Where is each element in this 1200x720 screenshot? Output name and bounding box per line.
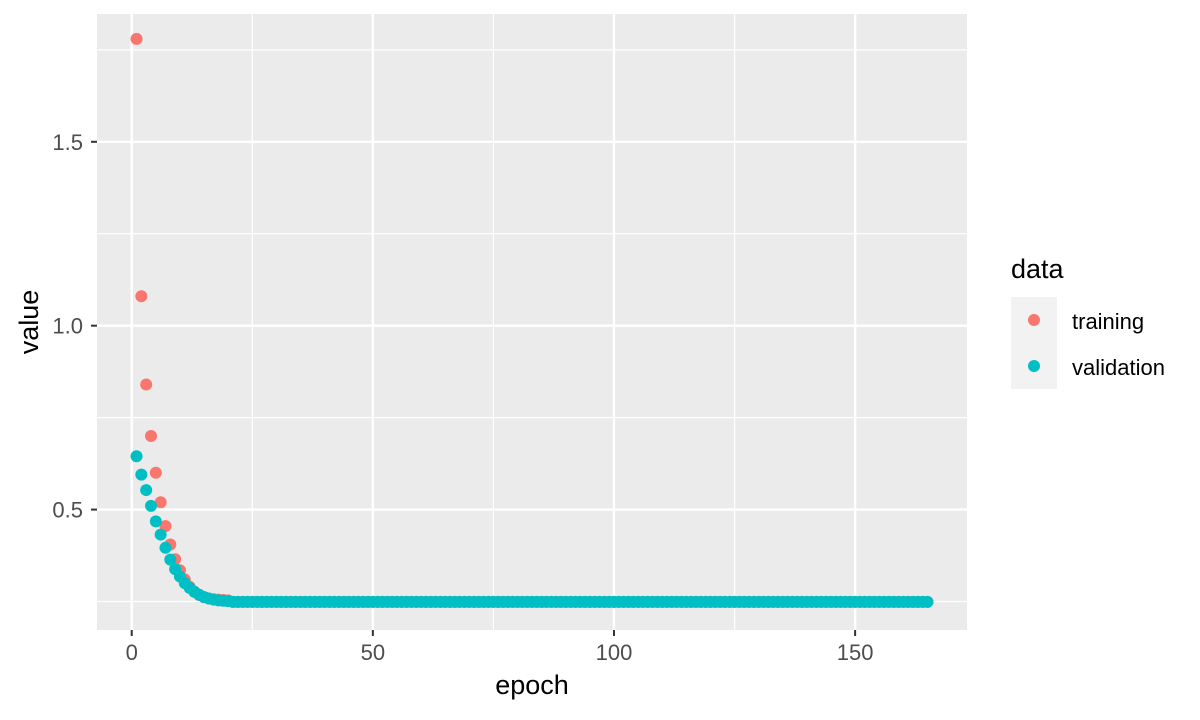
x-tick-label-0: 0	[126, 640, 138, 665]
point-validation-1	[130, 450, 143, 463]
grid-major	[97, 14, 967, 630]
y-axis: 0.5 1.0 1.5	[52, 130, 97, 523]
point-training-6	[154, 496, 167, 509]
plot-panel	[97, 14, 967, 630]
point-training-5	[149, 466, 162, 479]
x-tick-label-3: 150	[837, 640, 874, 665]
point-validation-6	[154, 528, 167, 541]
point-validation-8	[164, 553, 177, 566]
legend-key-bg	[1011, 297, 1057, 389]
x-tick-label-1: 50	[361, 640, 385, 665]
legend-key-validation	[1028, 360, 1040, 372]
x-tick-label-2: 100	[596, 640, 633, 665]
x-axis-label: epoch	[495, 670, 569, 700]
legend-key-training	[1028, 314, 1040, 326]
point-training-4	[145, 430, 158, 443]
legend: data training validation	[1011, 254, 1165, 389]
point-validation-3	[140, 484, 153, 497]
point-training-1	[130, 32, 143, 45]
y-tick-label-0: 0.5	[52, 498, 83, 523]
point-validation-7	[159, 541, 172, 554]
point-training-3	[140, 378, 153, 391]
points-layer	[130, 32, 934, 608]
point-validation-5	[149, 515, 162, 528]
point-validation-4	[145, 499, 158, 512]
legend-label-training: training	[1072, 309, 1144, 334]
point-validation-165	[921, 595, 934, 608]
x-axis: 0 50 100 150	[126, 630, 874, 665]
point-validation-2	[135, 468, 148, 481]
legend-title: data	[1011, 254, 1065, 284]
point-training-2	[135, 290, 148, 303]
legend-label-validation: validation	[1072, 355, 1165, 380]
y-axis-label: value	[14, 290, 44, 355]
y-tick-label-1: 1.0	[52, 314, 83, 339]
y-tick-label-2: 1.5	[52, 130, 83, 155]
